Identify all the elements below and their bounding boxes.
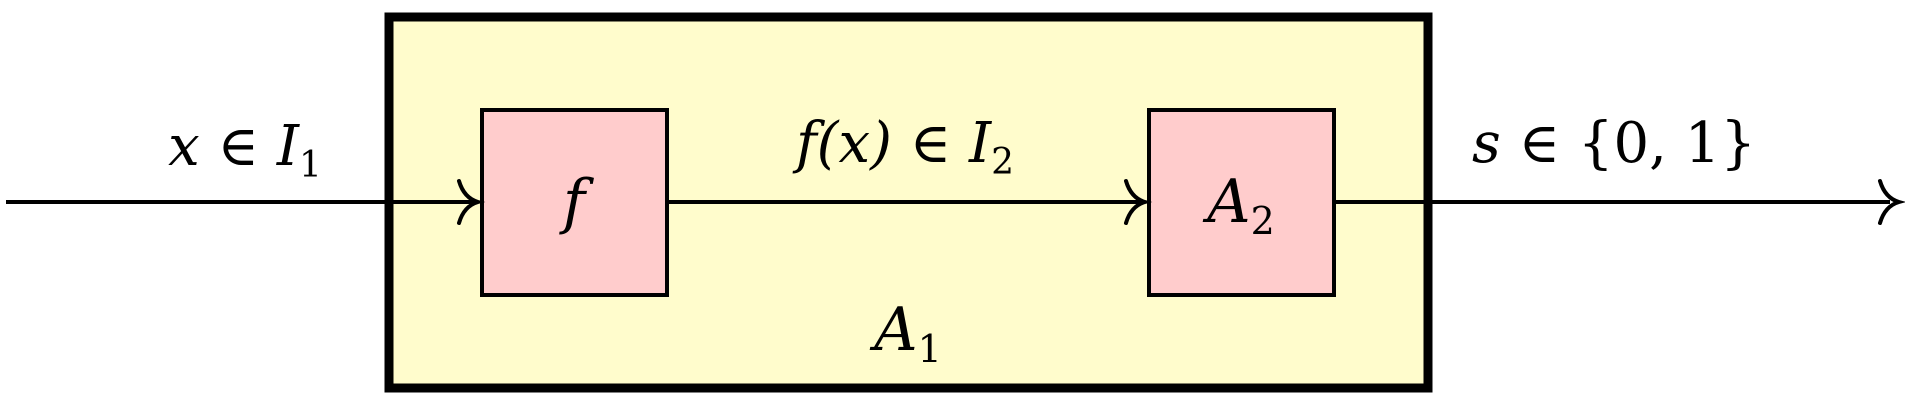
input-label: x ∈ I1 [168,114,322,186]
input-var: x [168,114,200,179]
outer-box-a1-sub: 1 [918,327,942,371]
output-set: {0, 1} [1578,111,1756,176]
box-f [480,108,669,297]
output-label: s ∈ {0, 1} [1472,111,1756,176]
arrowhead-output [1878,179,1905,225]
box-a2-main: A [1202,167,1250,237]
arrowhead-into-a2 [1124,179,1153,225]
middle-set-sub: 2 [991,142,1014,183]
box-a2 [1147,108,1336,297]
box-a2-sub: 2 [1251,199,1275,243]
outer-box-a1-label: A1 [869,295,942,371]
input-set: I [276,114,301,179]
middle-rel: ∈ [892,111,969,176]
input-rel: ∈ [200,114,277,179]
box-a2-label: A2 [1202,167,1275,243]
outer-box-a1-main: A [869,295,917,365]
middle-set: I [968,111,993,176]
input-set-sub: 1 [299,145,322,186]
arrowhead-into-f [457,179,486,225]
middle-arg: (x) [817,111,892,176]
middle-label: f(x) ∈ I2 [792,111,1014,183]
output-rel: ∈ [1501,111,1578,176]
output-var: s [1472,111,1501,176]
